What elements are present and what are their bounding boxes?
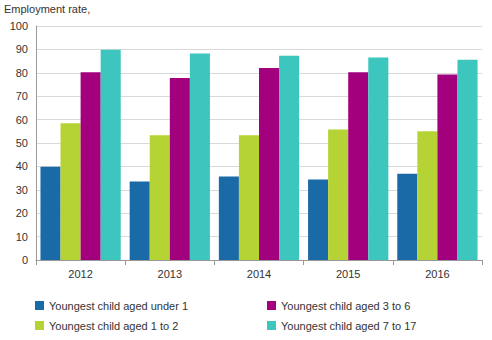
svg-text:50: 50 <box>16 137 28 149</box>
svg-text:Youngest child aged under 1: Youngest child aged under 1 <box>49 300 188 312</box>
svg-text:70: 70 <box>16 90 28 102</box>
svg-text:2016: 2016 <box>425 268 449 280</box>
svg-text:Employment rate,: Employment rate, <box>4 3 90 15</box>
svg-text:10: 10 <box>16 231 28 243</box>
svg-text:20: 20 <box>16 207 28 219</box>
svg-text:60: 60 <box>16 114 28 126</box>
svg-text:80: 80 <box>16 67 28 79</box>
svg-text:2014: 2014 <box>247 268 271 280</box>
svg-text:Youngest child aged 7 to 17: Youngest child aged 7 to 17 <box>281 320 416 332</box>
svg-text:40: 40 <box>16 160 28 172</box>
svg-text:2013: 2013 <box>158 268 182 280</box>
svg-text:90: 90 <box>16 43 28 55</box>
svg-text:30: 30 <box>16 184 28 196</box>
svg-text:Youngest child aged 3 to 6: Youngest child aged 3 to 6 <box>281 300 410 312</box>
svg-text:0: 0 <box>22 254 28 266</box>
svg-text:Youngest child aged 1 to 2: Youngest child aged 1 to 2 <box>49 320 178 332</box>
svg-text:100: 100 <box>10 20 28 32</box>
svg-text:2012: 2012 <box>68 268 92 280</box>
svg-text:2015: 2015 <box>336 268 360 280</box>
